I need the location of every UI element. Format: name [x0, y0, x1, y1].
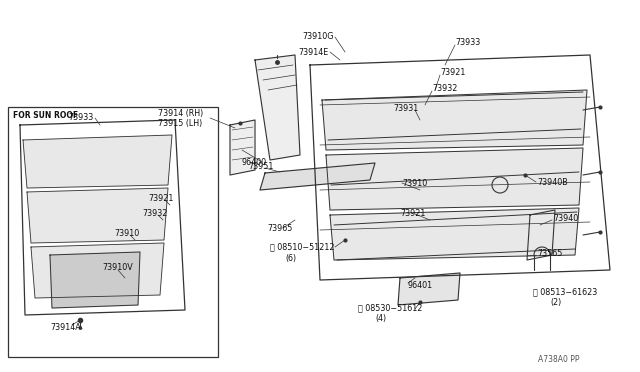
Text: 73921: 73921: [148, 193, 173, 202]
Polygon shape: [23, 135, 172, 188]
Text: 73915 (LH): 73915 (LH): [158, 119, 202, 128]
Text: 96400: 96400: [242, 157, 267, 167]
Text: 73932: 73932: [432, 83, 458, 93]
Text: 73921: 73921: [400, 208, 426, 218]
Polygon shape: [322, 90, 587, 150]
Text: 73932: 73932: [142, 208, 168, 218]
Polygon shape: [230, 120, 255, 175]
Polygon shape: [398, 273, 460, 305]
Polygon shape: [31, 243, 164, 298]
Text: Ⓢ 08513−61623: Ⓢ 08513−61623: [533, 288, 597, 296]
Text: Ⓢ 08510−51212: Ⓢ 08510−51212: [270, 243, 335, 251]
Text: (6): (6): [285, 253, 296, 263]
Polygon shape: [27, 188, 168, 243]
Text: 73965: 73965: [267, 224, 292, 232]
Polygon shape: [326, 148, 583, 210]
Text: 73910: 73910: [114, 228, 140, 237]
Text: 73910V: 73910V: [102, 263, 132, 273]
FancyBboxPatch shape: [8, 107, 218, 357]
Text: 73933: 73933: [455, 38, 480, 46]
Text: 73940B: 73940B: [537, 177, 568, 186]
Text: A738A0 PP: A738A0 PP: [538, 356, 580, 365]
Text: 73914 (RH): 73914 (RH): [158, 109, 204, 118]
Text: 73951: 73951: [248, 161, 273, 170]
Polygon shape: [50, 252, 140, 308]
Text: 73933: 73933: [68, 112, 93, 122]
Text: 73931: 73931: [393, 103, 419, 112]
Text: 96401: 96401: [408, 280, 433, 289]
Text: 73914A: 73914A: [50, 324, 81, 333]
Text: 73910G: 73910G: [302, 32, 333, 41]
Polygon shape: [330, 208, 579, 260]
Polygon shape: [255, 55, 300, 160]
Text: Ⓢ 08530−51612: Ⓢ 08530−51612: [358, 304, 422, 312]
Polygon shape: [260, 163, 375, 190]
Text: (2): (2): [550, 298, 561, 308]
Text: FOR SUN ROOF: FOR SUN ROOF: [13, 110, 78, 119]
Text: 73910: 73910: [402, 179, 428, 187]
Text: 73914E: 73914E: [298, 48, 328, 57]
Text: 73921: 73921: [440, 67, 465, 77]
Text: (4): (4): [375, 314, 386, 324]
Text: 73565: 73565: [537, 248, 563, 257]
Text: 73940: 73940: [553, 214, 579, 222]
